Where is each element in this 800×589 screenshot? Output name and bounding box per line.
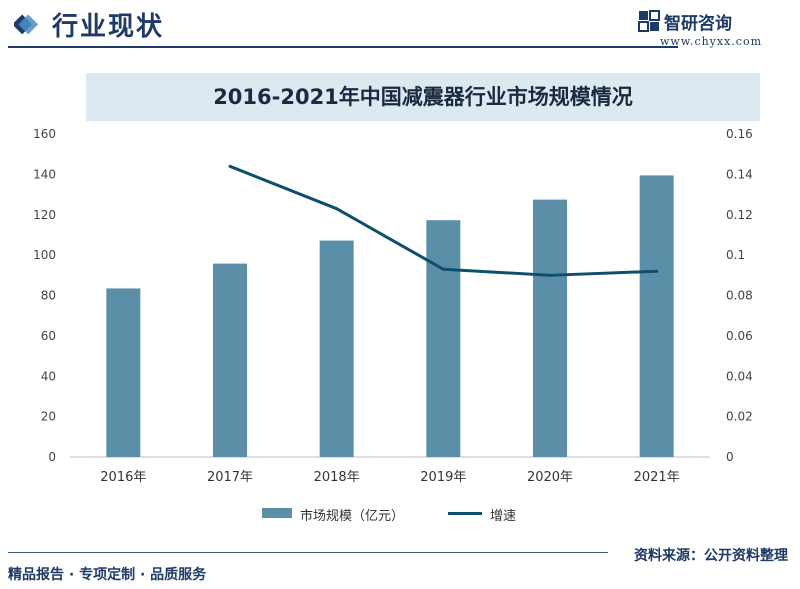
line-growth-point <box>548 273 552 277</box>
diamond-icon <box>14 14 39 35</box>
y-left-tick-label: 100 <box>33 248 56 262</box>
y-right-tick-label: 0.02 <box>726 410 753 424</box>
y-left-tick-label: 140 <box>33 167 56 181</box>
y-left-tick-label: 160 <box>33 127 56 141</box>
header: 行业现状 智研咨询 www.chyxx.com <box>0 0 800 52</box>
bar-market-size <box>213 263 247 457</box>
y-right-tick-label: 0.08 <box>726 289 753 303</box>
y-right-tick-label: 0 <box>726 450 734 464</box>
bar-market-size <box>106 288 141 457</box>
tagline: 精品报告 · 专项定制 · 品质服务 <box>8 567 207 583</box>
bar-market-size <box>533 199 567 457</box>
x-category-label: 2021年 <box>634 470 680 485</box>
bar-market-size <box>319 240 354 457</box>
x-category-label: 2016年 <box>100 470 146 485</box>
y-right-tick-label: 0.06 <box>726 329 753 343</box>
x-category-label: 2019年 <box>420 470 466 485</box>
legend-label-market-size: 市场规模（亿元） <box>300 509 405 524</box>
bar-market-size <box>639 175 674 457</box>
brand-logo-icon <box>638 10 660 32</box>
header-divider <box>8 46 678 48</box>
legend-line-swatch <box>448 512 482 515</box>
y-right-tick-label: 0.12 <box>726 208 753 222</box>
y-left-tick-label: 120 <box>33 208 56 222</box>
x-category-label: 2017年 <box>207 470 253 485</box>
y-left-tick-label: 40 <box>41 369 56 383</box>
section-title: 行业现状 <box>52 12 165 42</box>
brand-name: 智研咨询 <box>664 14 732 34</box>
chart-title: 2016-2021年中国减震器行业市场规模情况 <box>213 85 633 109</box>
y-right-tick-label: 0.04 <box>726 369 753 383</box>
y-left-tick-label: 0 <box>48 450 56 464</box>
line-growth-point <box>335 207 339 211</box>
y-left-tick-label: 60 <box>41 329 56 343</box>
footer-divider <box>8 552 608 553</box>
line-growth-point <box>228 164 232 168</box>
legend-bar-swatch <box>262 508 292 518</box>
y-left-tick-label: 80 <box>41 289 56 303</box>
chart-title-box: 2016-2021年中国减震器行业市场规模情况 <box>86 73 760 121</box>
y-right-tick-label: 0.14 <box>726 167 753 181</box>
line-growth-point <box>655 269 659 273</box>
brand: 智研咨询 www.chyxx.com <box>636 8 786 52</box>
x-category-label: 2018年 <box>314 470 360 485</box>
y-right-tick-label: 0.1 <box>726 248 745 262</box>
legend-label-growth: 增速 <box>490 509 517 524</box>
source-note: 资料来源：公开资料整理 <box>634 548 788 564</box>
brand-url: www.chyxx.com <box>660 35 763 48</box>
line-growth-point <box>441 267 445 271</box>
y-right-tick-label: 0.16 <box>726 127 753 141</box>
x-category-label: 2020年 <box>527 470 573 485</box>
y-left-tick-label: 20 <box>41 410 56 424</box>
bar-market-size <box>426 220 461 457</box>
